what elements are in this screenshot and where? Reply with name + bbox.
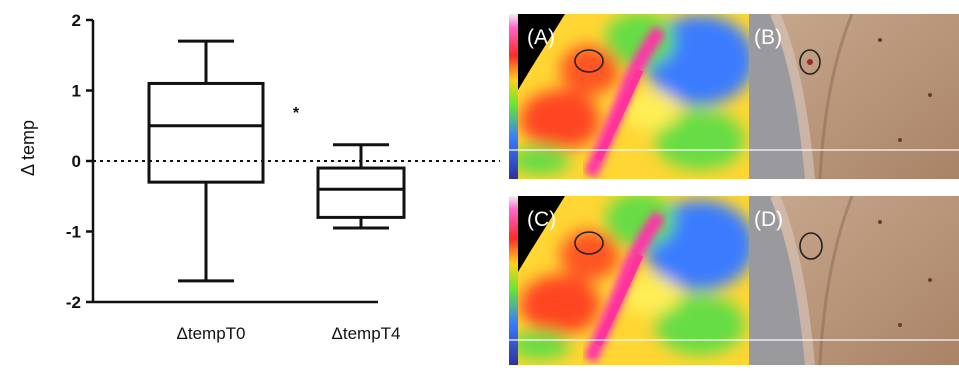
y-tick-label: -1 xyxy=(66,223,81,242)
panel-a-roi-marker xyxy=(574,49,604,73)
panel-a-label-group: (A) xyxy=(527,26,604,73)
y-axis-title: Δ temp xyxy=(18,120,38,176)
panel-c xyxy=(509,196,749,365)
panel-b-roi-marker xyxy=(799,49,821,75)
y-tick-label: -2 xyxy=(66,293,81,312)
panel-d-roi-marker xyxy=(799,232,823,260)
panel-d-label: (D) xyxy=(754,208,783,231)
panel-b xyxy=(749,14,959,179)
box-plot: 2 1 0 -1 -2 ΔtempT0 ΔtempT4 Δ temp * xyxy=(18,11,500,343)
category-label: ΔtempT0 xyxy=(177,324,246,343)
panel-d-label-group: (D) xyxy=(754,208,823,260)
box-iqr xyxy=(316,166,406,219)
panel-b-label: (B) xyxy=(754,26,782,49)
box-2 xyxy=(316,143,406,230)
panel-b-label-group: (B) xyxy=(754,26,821,75)
box-1 xyxy=(147,39,265,283)
y-tick-label: 1 xyxy=(72,82,81,101)
significance-marker: * xyxy=(293,105,300,122)
y-ticks: 2 1 0 -1 -2 xyxy=(66,11,93,312)
panel-c-roi-marker xyxy=(574,231,604,255)
panel-d xyxy=(749,196,959,365)
panel-a xyxy=(509,14,749,179)
y-tick-label: 2 xyxy=(72,11,81,30)
box-iqr xyxy=(147,81,265,184)
panel-c-label: (C) xyxy=(527,208,556,231)
category-label: ΔtempT4 xyxy=(332,324,401,343)
y-tick-label: 0 xyxy=(72,152,81,171)
panel-c-label-group: (C) xyxy=(527,208,604,255)
category-labels: ΔtempT0 ΔtempT4 xyxy=(177,324,401,343)
boxes xyxy=(147,39,406,283)
panel-a-label: (A) xyxy=(527,26,555,49)
